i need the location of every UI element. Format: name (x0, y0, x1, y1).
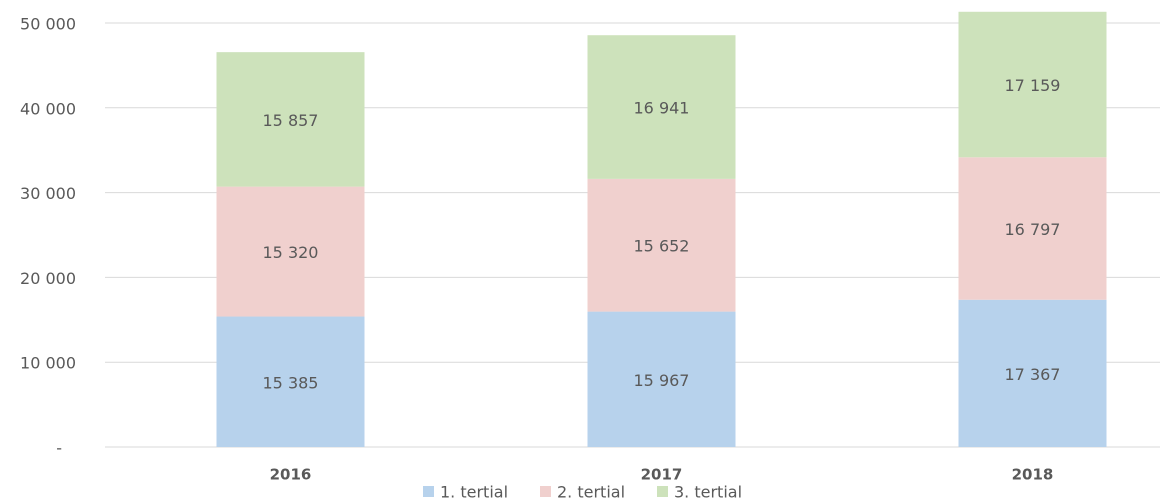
bar-segment (958, 11, 1107, 158)
y-tick-label: 10 000 (20, 354, 76, 373)
legend-label: 3. tertial (674, 483, 742, 502)
y-tick-label: - (56, 439, 62, 458)
y-tick-label: 20 000 (20, 269, 76, 288)
y-tick-label: 30 000 (20, 184, 76, 203)
x-tick-label: 2016 (270, 466, 312, 484)
bar-segment (216, 186, 365, 317)
bar-segment (958, 299, 1107, 447)
y-tick-label: 50 000 (20, 15, 76, 34)
data-label: 15 967 (634, 371, 690, 390)
data-label: 17 159 (1005, 76, 1061, 95)
bar-segment (216, 52, 365, 187)
data-label: 15 652 (634, 237, 690, 256)
bar-segment (216, 316, 365, 447)
legend-label: 1. tertial (440, 483, 508, 502)
bar-segment (587, 35, 736, 179)
x-tick-label: 2018 (1012, 466, 1054, 484)
data-label: 17 367 (1005, 365, 1061, 384)
data-label: 15 385 (263, 373, 319, 392)
y-tick-label: 40 000 (20, 99, 76, 118)
legend-swatch (540, 486, 551, 497)
bar-segment (958, 157, 1107, 300)
x-tick-label: 2017 (641, 466, 683, 484)
legend-swatch (423, 486, 434, 497)
data-label: 16 941 (634, 99, 690, 118)
data-label: 15 857 (263, 111, 319, 130)
bar-segment (587, 178, 736, 312)
bar-segment (587, 311, 736, 447)
legend-swatch (657, 486, 668, 497)
data-label: 16 797 (1005, 220, 1061, 239)
legend-label: 2. tertial (557, 483, 625, 502)
data-label: 15 320 (263, 243, 319, 262)
